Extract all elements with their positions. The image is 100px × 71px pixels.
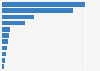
Bar [2, 21, 25, 25]
Bar [2, 33, 9, 38]
Bar [2, 39, 8, 44]
Bar [2, 46, 7, 50]
Bar [2, 8, 73, 13]
Bar [2, 27, 10, 32]
Bar [2, 52, 6, 56]
Bar [2, 58, 5, 63]
Bar [2, 64, 4, 69]
Bar [2, 2, 86, 7]
Bar [2, 15, 34, 19]
